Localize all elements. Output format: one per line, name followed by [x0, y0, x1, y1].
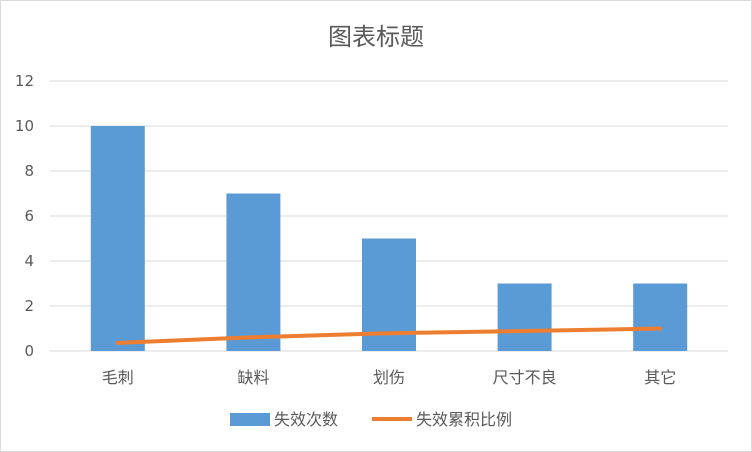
bar: [633, 283, 688, 351]
bar: [90, 126, 145, 351]
legend-line-label: 失效累积比例: [416, 410, 512, 429]
x-category-label: 其它: [644, 368, 676, 387]
y-tick-label: 10: [15, 117, 34, 135]
x-category-label: 划伤: [373, 368, 405, 387]
y-tick-label: 6: [24, 207, 34, 225]
x-category-label: 尺寸不良: [493, 368, 557, 387]
bar-series: [90, 126, 688, 351]
x-category-label: 毛刺: [102, 368, 134, 387]
chart-title: 图表标题: [328, 23, 424, 51]
x-axis-labels: 毛刺 缺料 划伤 尺寸不良 其它: [102, 368, 676, 387]
y-tick-label: 0: [24, 342, 34, 360]
cumulative-line: [115, 326, 663, 345]
line-series: [115, 326, 663, 345]
legend: 失效次数 失效累积比例: [230, 410, 512, 429]
y-tick-label: 12: [15, 72, 34, 90]
y-tick-label: 2: [24, 297, 34, 315]
y-tick-label: 4: [24, 252, 34, 270]
y-tick-label: 8: [24, 162, 34, 180]
legend-bar-label: 失效次数: [274, 410, 338, 429]
y-axis-ticks: 0 2 4 6 8 10 12: [15, 72, 34, 360]
bar: [226, 193, 281, 351]
legend-bar-swatch: [230, 413, 270, 426]
gridlines: [50, 80, 728, 352]
bar: [497, 283, 552, 351]
x-category-label: 缺料: [237, 368, 269, 387]
